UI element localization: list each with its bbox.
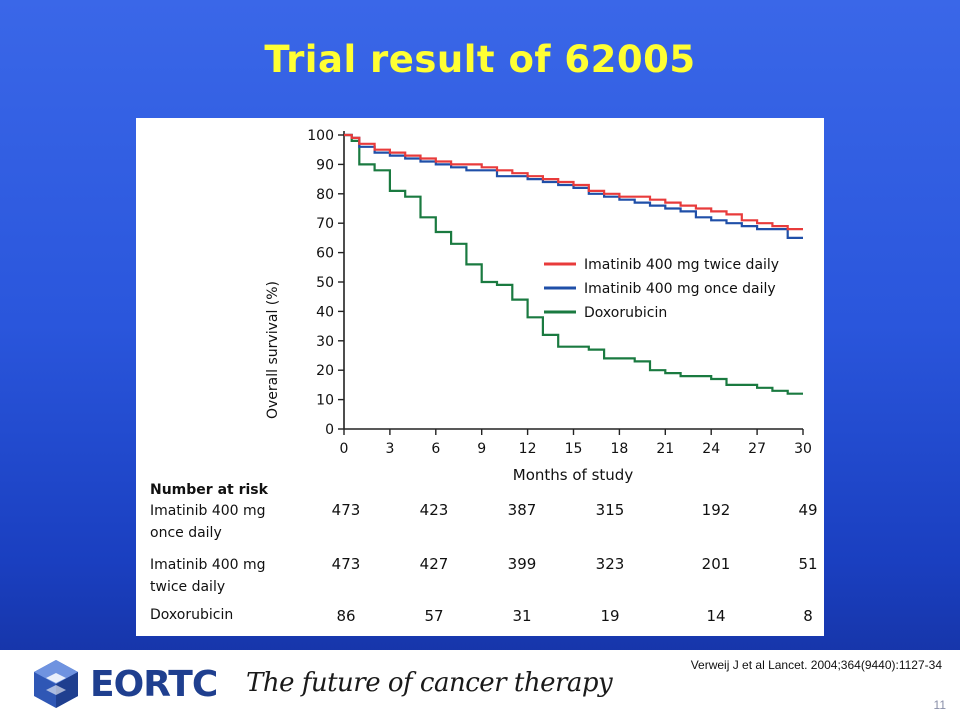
chart-series (344, 133, 803, 395)
risk-value-2-2: 427 (420, 555, 449, 573)
risk-value-1-5: 192 (702, 501, 731, 519)
survival-chart: 0 10 20 30 40 50 60 70 80 90 100 0 3 6 9 12 15 18 21 24 27 30… (150, 128, 818, 625)
risk-row-sublabel-2: twice daily (150, 579, 225, 595)
x-tick-label-12: 12 (519, 441, 537, 457)
y-tick-label-20: 20 (316, 363, 334, 379)
chart-axes: 0 10 20 30 40 50 60 70 80 90 100 0 3 6 9 12 15 18 21 24 27 30 (307, 128, 812, 457)
risk-value-3-5: 14 (706, 607, 725, 625)
y-tick-label-40: 40 (316, 304, 334, 320)
risk-value-2-4: 323 (596, 555, 625, 573)
y-tick-label-70: 70 (316, 216, 334, 232)
x-tick-label-30: 30 (794, 441, 812, 457)
figure-panel: 0 10 20 30 40 50 60 70 80 90 100 0 3 6 9 12 15 18 21 24 27 30… (136, 118, 824, 636)
eortc-cube-icon (34, 660, 78, 708)
risk-value-2-3: 399 (508, 555, 537, 573)
y-tick-label-60: 60 (316, 246, 334, 262)
legend-label-1: Imatinib 400 mg twice daily (584, 257, 779, 273)
risk-table: Number at risk Imatinib 400 mg once daily… (150, 482, 818, 625)
x-tick-label-27: 27 (748, 441, 766, 457)
x-tick-label-0: 0 (340, 441, 349, 457)
y-tick-label-10: 10 (316, 393, 334, 409)
risk-value-3-1: 86 (336, 607, 355, 625)
legend-label-2: Imatinib 400 mg once daily (584, 281, 776, 297)
y-tick-label-100: 100 (307, 128, 334, 144)
series-line-2 (344, 133, 803, 239)
page-number: 11 (933, 698, 946, 712)
risk-value-3-2: 57 (424, 607, 443, 625)
chart-legend: Imatinib 400 mg twice daily Imatinib 400 … (544, 257, 779, 321)
slide-title: Trial result of 62005 (264, 38, 696, 81)
tagline: The future of cancer therapy (246, 668, 613, 698)
x-tick-label-15: 15 (565, 441, 583, 457)
x-tick-label-6: 6 (431, 441, 440, 457)
x-tick-label-3: 3 (385, 441, 394, 457)
footer-bar: EORTC The future of cancer therapy Verwe… (0, 650, 960, 720)
y-tick-label-90: 90 (316, 157, 334, 173)
risk-value-3-3: 31 (512, 607, 531, 625)
x-axis-label: Months of study (513, 466, 634, 484)
series-line-1 (344, 133, 803, 231)
y-tick-label-30: 30 (316, 334, 334, 350)
y-tick-label-0: 0 (325, 422, 334, 438)
citation: Verweij J et al Lancet. 2004;364(9440):1… (690, 658, 942, 672)
risk-value-3-4: 19 (600, 607, 619, 625)
risk-value-2-6: 51 (798, 555, 817, 573)
risk-table-header: Number at risk (150, 482, 269, 498)
y-tick-label-50: 50 (316, 275, 334, 291)
eortc-logo: EORTC (28, 656, 228, 712)
risk-row-label-2: Imatinib 400 mg (150, 557, 266, 573)
risk-value-1-6: 49 (798, 501, 817, 519)
risk-row-label-1: Imatinib 400 mg (150, 503, 266, 519)
risk-value-1-3: 387 (508, 501, 537, 519)
x-tick-label-24: 24 (702, 441, 720, 457)
x-tick-label-21: 21 (656, 441, 674, 457)
y-axis-label: Overall survival (%) (265, 281, 281, 419)
risk-value-1-1: 473 (332, 501, 361, 519)
risk-row-sublabel-1: once daily (150, 525, 222, 541)
risk-value-3-6: 8 (803, 607, 813, 625)
risk-value-2-1: 473 (332, 555, 361, 573)
x-tick-label-18: 18 (610, 441, 628, 457)
y-tick-label-80: 80 (316, 187, 334, 203)
x-tick-label-9: 9 (477, 441, 486, 457)
risk-value-1-2: 423 (420, 501, 449, 519)
risk-row-label-3: Doxorubicin (150, 607, 233, 623)
legend-label-3: Doxorubicin (584, 305, 667, 321)
risk-value-2-5: 201 (702, 555, 731, 573)
brand-wordmark: EORTC (90, 664, 218, 705)
risk-value-1-4: 315 (596, 501, 625, 519)
series-line-3 (344, 133, 803, 395)
